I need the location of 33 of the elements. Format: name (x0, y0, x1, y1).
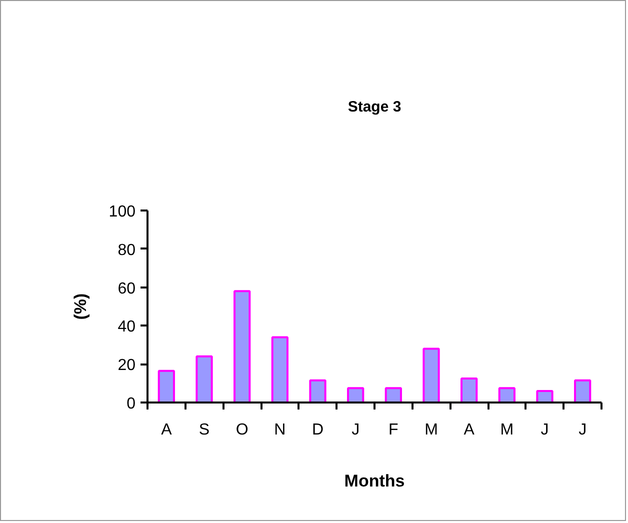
y-tick-label: 80 (118, 242, 136, 259)
bar (384, 387, 402, 402)
x-tick-label: M (500, 422, 514, 438)
bar (536, 390, 554, 402)
bar (498, 387, 516, 402)
y-tick-label: 20 (118, 357, 136, 374)
y-axis-title: (%) (70, 293, 90, 320)
chart-title: Stage 3 (348, 98, 402, 116)
x-tick-label: D (312, 422, 324, 438)
bar (347, 387, 364, 402)
bar (271, 336, 288, 402)
x-tick-label: J (540, 422, 549, 438)
x-tick-label: A (161, 422, 172, 438)
y-tick-label: 100 (108, 204, 136, 220)
x-tick-label: J (352, 422, 360, 438)
x-tick-label: F (388, 422, 399, 438)
y-tick-label: 40 (118, 318, 136, 336)
bar (460, 378, 478, 402)
bar (574, 379, 592, 402)
x-tick-label: J (578, 422, 587, 438)
x-axis-title: Months (344, 472, 405, 490)
bar (196, 355, 213, 402)
x-tick-label: M (424, 422, 438, 438)
bar (422, 348, 440, 402)
y-tick-label: 0 (126, 396, 136, 412)
x-tick-label: O (236, 422, 248, 438)
x-tick-label: N (274, 422, 286, 438)
bar (158, 370, 175, 402)
x-tick-label: S (198, 422, 210, 438)
bar (234, 290, 251, 402)
y-tick-label: 60 (118, 280, 136, 298)
x-tick-label: A (464, 422, 475, 438)
bar (309, 379, 326, 402)
